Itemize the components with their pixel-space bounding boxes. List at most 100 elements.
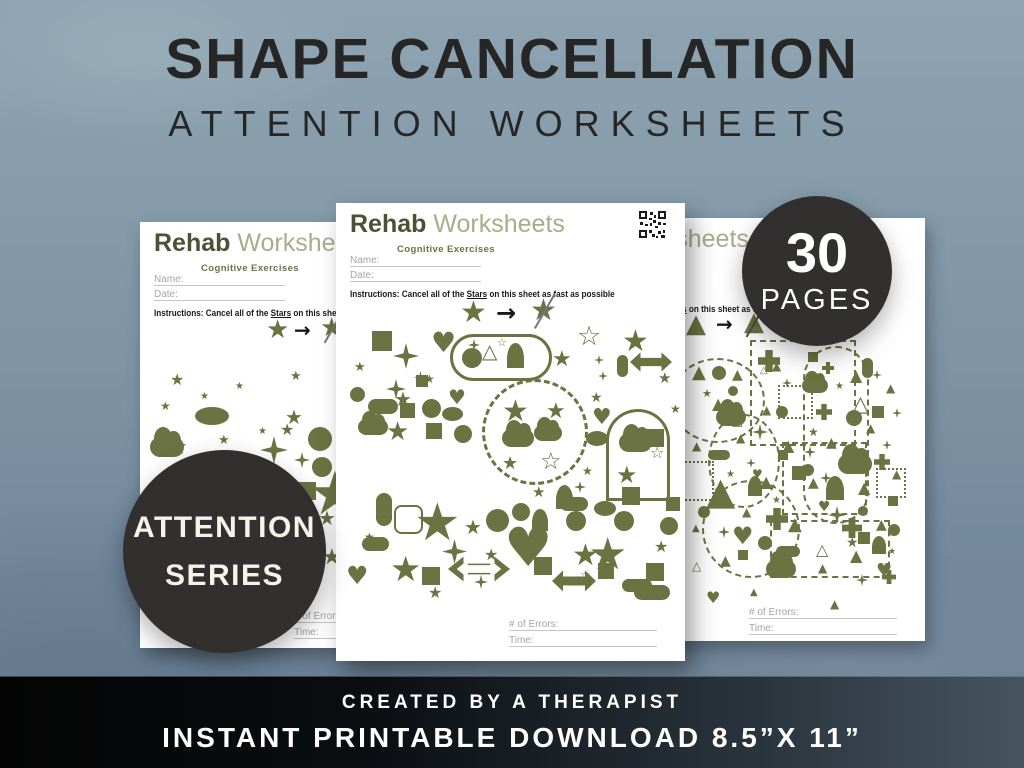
header-titles: SHAPE CANCELLATION ATTENTION WORKSHEETS (0, 28, 1024, 145)
shape-tri: ▲ (706, 469, 736, 513)
shape-trio: △ (692, 559, 702, 573)
shape-square (858, 532, 870, 544)
shape-trio: △ (482, 339, 498, 363)
shape-tri: ▲ (692, 439, 702, 453)
shape-pill (862, 358, 873, 378)
pages-label: PAGES (760, 284, 874, 316)
pages-count-badge: 30 PAGES (742, 196, 892, 346)
shape-slashstar: ★ (530, 293, 557, 328)
shape-star: ★ (390, 550, 422, 590)
date-field: Date: (154, 287, 285, 301)
shape-tri: ▲ (762, 403, 772, 417)
series-badge: ATTENTION SERIES (123, 450, 326, 653)
date-field: Date: (350, 268, 481, 282)
shape-star: ★ (502, 453, 519, 474)
shape-star: ★ (670, 402, 681, 416)
shape-arch (748, 476, 762, 496)
shape-staro: ☆ (497, 336, 507, 349)
shape-circle (566, 511, 586, 531)
shape-tri: ▲ (692, 523, 700, 534)
shape-circle (758, 536, 772, 550)
time-field: Time: (749, 621, 897, 635)
shape-tri: ▲ (830, 597, 840, 611)
shape-circle (614, 511, 634, 531)
shape-tri: ▲ (892, 467, 902, 481)
shape-circle (712, 366, 726, 380)
shape-circle (888, 524, 900, 536)
shape-cloud (619, 423, 652, 452)
shape-tri: ▲ (750, 587, 758, 598)
shape-sparkle (393, 343, 419, 369)
shape-circle (698, 506, 710, 518)
shape-star: ★ (552, 347, 572, 372)
shape-cloud (802, 370, 828, 393)
shape-oval (594, 501, 616, 516)
time-field: Time: (509, 633, 657, 647)
shape-square (778, 450, 788, 460)
shape-heart: ♥ (346, 561, 369, 590)
shape-pill (376, 493, 392, 526)
shape-zigo (482, 379, 588, 485)
shape-tri: ▲ (818, 561, 828, 575)
shape-tri: ▲ (686, 309, 706, 339)
shape-staro: ☆ (580, 568, 591, 582)
shape-star: ★ (460, 295, 487, 330)
shape-circle (776, 406, 788, 418)
pages-number: 30 (785, 221, 849, 284)
footer-line1: CREATED BY A THERAPIST (341, 691, 683, 713)
shape-trio: △ (760, 365, 768, 376)
shape-star: ★ (290, 369, 302, 384)
shape-staro: ☆ (650, 443, 665, 462)
shape-pill (617, 355, 628, 377)
shape-drect (770, 520, 890, 578)
shape-dstad (803, 346, 869, 524)
shape-star: ★ (616, 461, 638, 489)
shape-tri: ▲ (876, 517, 887, 533)
arrow-outline-inner (456, 560, 502, 578)
shape-star: ★ (280, 420, 295, 439)
series-line1: ATTENTION (133, 510, 316, 544)
shape-square (646, 563, 664, 581)
shape-star: ★ (846, 535, 859, 551)
shape-circle (350, 387, 365, 402)
shape-square (534, 557, 552, 575)
shape-heart: ♥ (876, 560, 893, 581)
shape-arrow2 (630, 352, 672, 372)
shape-arrowr: → (496, 299, 517, 327)
shape-square (738, 550, 748, 560)
shape-pill (368, 399, 398, 414)
shape-cloud (838, 444, 872, 474)
shape-arrowr: → (716, 312, 733, 336)
shape-star: ★ (200, 391, 209, 402)
shape-sparkle (474, 575, 488, 589)
errors-field: # of Errors: (749, 605, 897, 619)
shape-heart: ♥ (818, 499, 831, 515)
brand-subtitle: Cognitive Exercises (201, 263, 299, 274)
errors-field: # of Errors: (509, 617, 657, 631)
shape-tri: ▲ (788, 514, 802, 535)
shape-square (622, 487, 640, 505)
shape-tri: ▲ (850, 366, 863, 385)
shape-trio: △ (816, 540, 829, 559)
shape-heart: ♥ (706, 588, 721, 607)
shape-pill (708, 450, 730, 460)
shape-heart: ♥ (448, 385, 466, 409)
shape-star: ★ (772, 495, 781, 506)
shape-circle (462, 348, 482, 368)
shape-sparkle (782, 378, 792, 388)
shape-star: ★ (654, 537, 669, 556)
shape-star: ★ (354, 360, 366, 375)
brand-primary: Rehab (350, 210, 427, 238)
shape-arrow2 (552, 570, 596, 592)
shape-tri: ▲ (886, 381, 896, 395)
shape-circle (486, 509, 509, 532)
shape-square (372, 331, 392, 351)
shape-tri: ▲ (808, 475, 819, 491)
shape-circle (422, 399, 441, 418)
shape-heart: ♥ (732, 522, 754, 550)
shape-sparkle (892, 408, 902, 418)
shape-tri: ▲ (858, 478, 871, 497)
shape-square (426, 423, 442, 439)
shape-star: ★ (582, 464, 593, 478)
shape-circle (308, 427, 332, 451)
